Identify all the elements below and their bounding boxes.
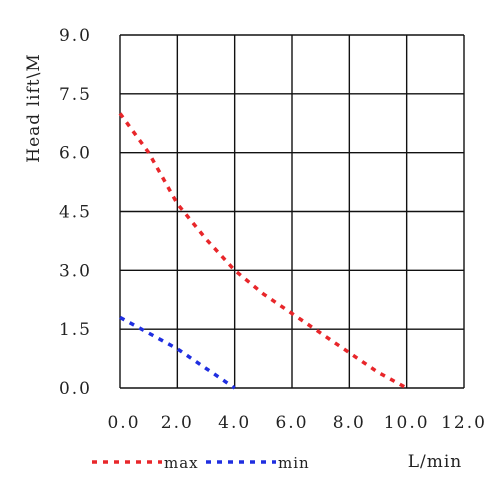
y-tick-label: 4.5 [59, 203, 92, 223]
x-tick-label: 10.0 [384, 413, 430, 433]
x-axis-label: L/min [408, 452, 463, 472]
x-tick-label: 2.0 [161, 413, 194, 433]
legend: max min [92, 454, 310, 472]
y-tick-label: 9.0 [59, 26, 92, 46]
chart-grid [119, 34, 465, 389]
y-tick-labels: 0.0 1.5 3.0 4.5 6.0 7.5 9.0 [59, 26, 92, 399]
x-tick-label: 8.0 [333, 413, 366, 433]
y-tick-label: 1.5 [59, 320, 92, 340]
chart-series-layer [118, 112, 408, 390]
y-tick-label: 0.0 [59, 379, 92, 399]
series-line-max [118, 112, 408, 390]
legend-label-max: max [164, 454, 199, 472]
y-tick-label: 7.5 [59, 85, 92, 105]
y-tick-label: 3.0 [59, 261, 92, 281]
series-line-min [119, 315, 236, 390]
x-tick-label: 4.0 [218, 413, 251, 433]
legend-label-min: min [278, 454, 310, 472]
x-tick-labels: 0.0 2.0 4.0 6.0 8.0 10.0 12.0 [107, 413, 487, 433]
x-tick-label: 6.0 [275, 413, 308, 433]
x-tick-label: 0.0 [107, 413, 140, 433]
y-axis-label: Head lift\M [24, 53, 44, 162]
y-tick-label: 6.0 [59, 144, 92, 164]
x-tick-label: 12.0 [441, 413, 487, 433]
